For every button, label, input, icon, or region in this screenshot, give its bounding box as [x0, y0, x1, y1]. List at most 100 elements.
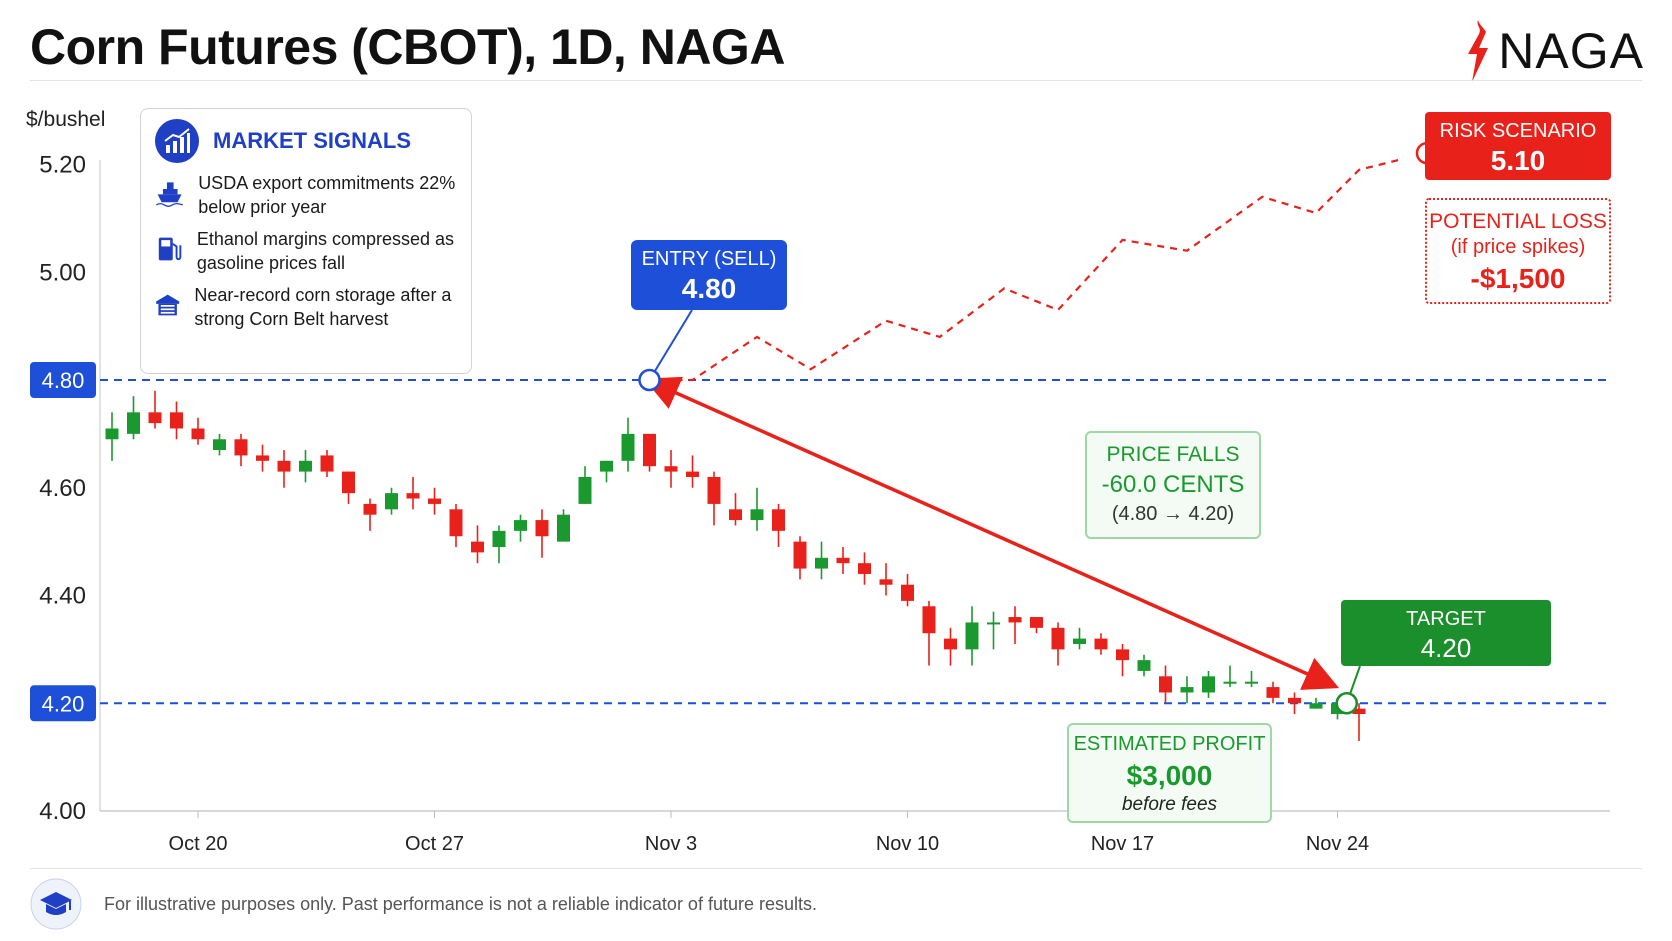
- candle-body: [428, 498, 441, 504]
- price-move-arrow: [643, 376, 1340, 690]
- candle: [492, 525, 506, 564]
- candle-body: [621, 433, 635, 461]
- candle-body: [1309, 703, 1323, 709]
- candle-body: [1202, 676, 1215, 693]
- candle: [127, 396, 140, 440]
- candle: [686, 455, 699, 488]
- candle: [1309, 697, 1323, 709]
- candle: [256, 444, 269, 472]
- candle-body: [1137, 660, 1151, 671]
- candle-body: [987, 622, 1000, 625]
- candle: [729, 493, 742, 526]
- candle-body: [944, 638, 957, 650]
- candle: [1094, 633, 1108, 655]
- candle: [1288, 692, 1301, 715]
- candle: [1137, 654, 1151, 677]
- x-tick-label: Nov 17: [1091, 833, 1154, 855]
- profit-note: before fees: [1121, 794, 1218, 815]
- flame-icon: [1468, 20, 1489, 82]
- entry-label: ENTRY (SELL): [641, 248, 777, 270]
- candle-body: [191, 428, 205, 440]
- candle: [901, 573, 914, 607]
- signal-item: USDA export commitments 22% below prior …: [155, 171, 457, 219]
- x-tick-label: Nov 24: [1306, 833, 1369, 855]
- candle: [643, 433, 656, 472]
- risk-label: RISK SCENARIO: [1439, 120, 1597, 142]
- candle: [535, 509, 549, 558]
- candle-body: [772, 509, 785, 531]
- candle: [342, 471, 355, 504]
- candle-body: [1180, 687, 1194, 693]
- candle-body: [686, 471, 699, 477]
- candle-body: [901, 584, 914, 601]
- candle: [772, 503, 785, 548]
- chart-title: Corn Futures (CBOT), 1D, NAGA: [30, 19, 785, 75]
- candle-body: [858, 563, 871, 574]
- candle: [449, 503, 463, 548]
- candle: [363, 498, 377, 531]
- risk-value: 5.10: [1490, 145, 1546, 176]
- target-value: 4.20: [1420, 633, 1472, 663]
- candle: [170, 401, 183, 440]
- candle-body: [320, 455, 334, 472]
- candle-body: [1116, 649, 1129, 661]
- potential-loss-callout: POTENTIAL LOSS (if price spikes) -$1,500: [1425, 198, 1611, 304]
- candle-body: [750, 509, 764, 521]
- candle-body: [729, 509, 742, 521]
- signal-text: Ethanol margins compressed as gasoline p…: [196, 229, 455, 273]
- candle-body: [815, 557, 828, 569]
- signals-title: MARKET SIGNALS: [213, 128, 411, 153]
- candle: [299, 450, 312, 483]
- y-tick-label: 4.00: [39, 798, 86, 825]
- level-badge: [30, 685, 96, 722]
- candle-body: [1288, 697, 1301, 704]
- signal-text: Near-record corn storage after a strong …: [194, 285, 452, 329]
- y-tick-label: 4.60: [39, 475, 86, 502]
- x-tick-label: Nov 10: [876, 833, 939, 855]
- disclaimer-text: For illustrative purposes only. Past per…: [104, 893, 817, 914]
- candle: [578, 466, 592, 504]
- candle: [664, 450, 678, 488]
- candle-body: [213, 439, 226, 451]
- candle-body: [664, 466, 678, 472]
- candle: [1073, 627, 1086, 650]
- candle: [1180, 676, 1194, 704]
- loss-label: POTENTIAL LOSS: [1429, 210, 1607, 233]
- candle: [148, 390, 162, 429]
- candle-body: [922, 606, 936, 634]
- level-badge-label: 4.80: [42, 368, 85, 393]
- candle: [965, 606, 979, 666]
- target-label: TARGET: [1406, 608, 1486, 630]
- candle: [987, 611, 1000, 650]
- candle-body: [1008, 617, 1022, 623]
- x-tick-label: Nov 3: [645, 833, 697, 855]
- candle: [922, 600, 936, 666]
- candle: [557, 509, 570, 542]
- level-badge-label: 4.20: [42, 691, 85, 716]
- disclaimer-footer: For illustrative purposes only. Past per…: [30, 878, 817, 930]
- profit-label: ESTIMATED PROFIT: [1073, 733, 1266, 755]
- candle-body: [1266, 687, 1280, 698]
- target-callout: TARGET 4.20: [1341, 600, 1551, 666]
- candle-body: [363, 503, 377, 515]
- candle-body: [105, 428, 119, 440]
- candle-body: [514, 520, 527, 531]
- x-tick-label: Oct 20: [169, 833, 228, 855]
- candle-body: [836, 557, 850, 564]
- candle: [234, 433, 248, 467]
- market-signals-panel: MARKET SIGNALS USDA export commitments 2…: [140, 108, 472, 374]
- candle-body: [148, 412, 162, 424]
- candle: [1116, 643, 1129, 677]
- candle-body: [406, 493, 420, 499]
- candle: [406, 476, 420, 510]
- signal-text: USDA export commitments 22% below prior …: [198, 173, 456, 217]
- estimated-profit-callout: ESTIMATED PROFIT $3,000 before fees: [1067, 723, 1272, 823]
- fuel-pump-icon: [158, 237, 182, 261]
- candle: [1159, 665, 1172, 704]
- candle: [750, 487, 764, 531]
- candle: [471, 525, 484, 564]
- candle: [1051, 622, 1065, 666]
- y-tick-label: 5.00: [39, 259, 86, 286]
- loss-value: -$1,500: [1470, 263, 1566, 294]
- candle-body: [1159, 676, 1172, 693]
